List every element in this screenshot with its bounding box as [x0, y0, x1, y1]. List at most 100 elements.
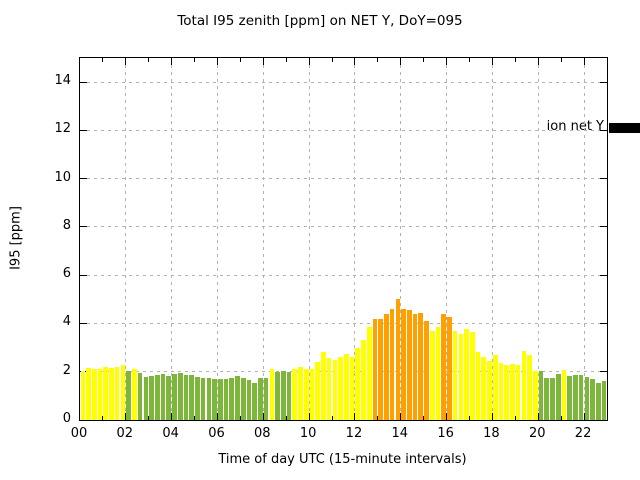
y-tick-label: 4: [62, 314, 71, 330]
bar: [590, 378, 595, 420]
bar: [86, 368, 91, 420]
bar: [143, 376, 149, 420]
bar: [418, 312, 424, 420]
bar: [206, 377, 212, 420]
x-tick-mark: [102, 416, 104, 420]
x-tick-label: 14: [391, 426, 409, 441]
bar: [149, 375, 154, 420]
x-tick-mark: [354, 413, 356, 420]
bar: [183, 375, 189, 420]
bar: [349, 357, 355, 420]
bar: [596, 382, 601, 420]
x-tick-mark: [400, 413, 402, 420]
y-tick-label: 2: [62, 362, 71, 378]
bar: [292, 369, 298, 420]
x-tick-label: 22: [574, 426, 592, 441]
x-tick-label: 00: [70, 426, 88, 441]
x-tick-mark: [148, 58, 150, 62]
bar: [103, 366, 109, 420]
x-tick-mark: [377, 58, 379, 62]
gridline-vertical: [171, 58, 173, 420]
x-tick-mark: [194, 416, 196, 420]
legend-label: ion net Y: [546, 119, 604, 134]
y-tick-mark: [80, 226, 87, 228]
x-tick-mark: [423, 416, 425, 420]
bar: [338, 357, 343, 420]
x-tick-mark: [239, 58, 241, 62]
legend-swatch: [609, 123, 640, 133]
bar: [533, 370, 538, 420]
bar: [189, 374, 194, 420]
y-tick-label: 14: [54, 73, 71, 89]
bar: [235, 375, 240, 420]
bar: [126, 370, 131, 420]
x-tick-mark: [560, 58, 562, 62]
bar: [447, 317, 452, 420]
y-tick-label: 8: [62, 217, 71, 233]
bar: [263, 378, 269, 420]
x-tick-mark: [102, 58, 104, 62]
y-tick-mark: [600, 371, 607, 373]
bar: [298, 367, 303, 420]
bar: [521, 351, 527, 420]
bar: [527, 354, 532, 420]
gridline-vertical: [354, 58, 356, 420]
chart-title: Total I95 zenith [ppm] on NET Y, DoY=095: [177, 13, 463, 29]
bar: [470, 332, 475, 420]
bar: [160, 374, 166, 420]
bar: [441, 313, 446, 420]
x-tick-mark: [514, 416, 516, 420]
bar: [424, 321, 429, 420]
bar: [355, 347, 361, 420]
bar: [555, 374, 561, 420]
bar: [366, 327, 372, 420]
gridline-vertical: [262, 58, 264, 420]
bar: [389, 309, 395, 420]
bar: [492, 354, 498, 420]
bar: [229, 377, 235, 420]
bar: [401, 309, 406, 420]
bar: [538, 371, 544, 420]
gridline-vertical: [125, 58, 127, 420]
bar: [275, 372, 280, 420]
bar: [504, 364, 510, 420]
bar: [137, 372, 143, 420]
bar: [109, 368, 114, 420]
bar: [240, 378, 246, 420]
bar: [452, 330, 458, 420]
bar: [395, 299, 401, 420]
bar: [80, 370, 86, 420]
gridline-horizontal: [80, 81, 607, 83]
bar: [280, 370, 286, 420]
plot-area: ion net Y: [79, 57, 640, 421]
bar: [573, 374, 578, 420]
y-tick-mark: [80, 178, 87, 180]
bar: [407, 310, 412, 420]
bar: [200, 377, 206, 420]
x-tick-mark: [469, 58, 471, 62]
bar: [464, 328, 469, 420]
bar: [487, 360, 492, 420]
x-tick-mark: [537, 58, 539, 65]
x-tick-mark: [308, 58, 310, 65]
x-axis-label: Time of day UTC (15-minute intervals): [218, 452, 467, 467]
y-tick-label: 0: [62, 411, 71, 426]
gridline-horizontal: [80, 226, 607, 228]
x-tick-mark: [262, 58, 264, 65]
gridline-horizontal: [80, 371, 607, 373]
x-tick-mark: [446, 413, 448, 420]
x-tick-label: 10: [299, 426, 317, 441]
gridline-horizontal: [80, 274, 607, 276]
bar: [195, 376, 200, 420]
bar: [172, 374, 177, 420]
gridline-vertical: [308, 58, 310, 420]
gridline-vertical: [446, 58, 448, 420]
bar: [246, 380, 252, 420]
bar: [97, 369, 103, 420]
x-tick-mark: [491, 58, 493, 65]
bar: [269, 369, 275, 420]
x-tick-label: 02: [116, 426, 134, 441]
x-tick-mark: [285, 58, 287, 62]
bar: [258, 378, 263, 420]
